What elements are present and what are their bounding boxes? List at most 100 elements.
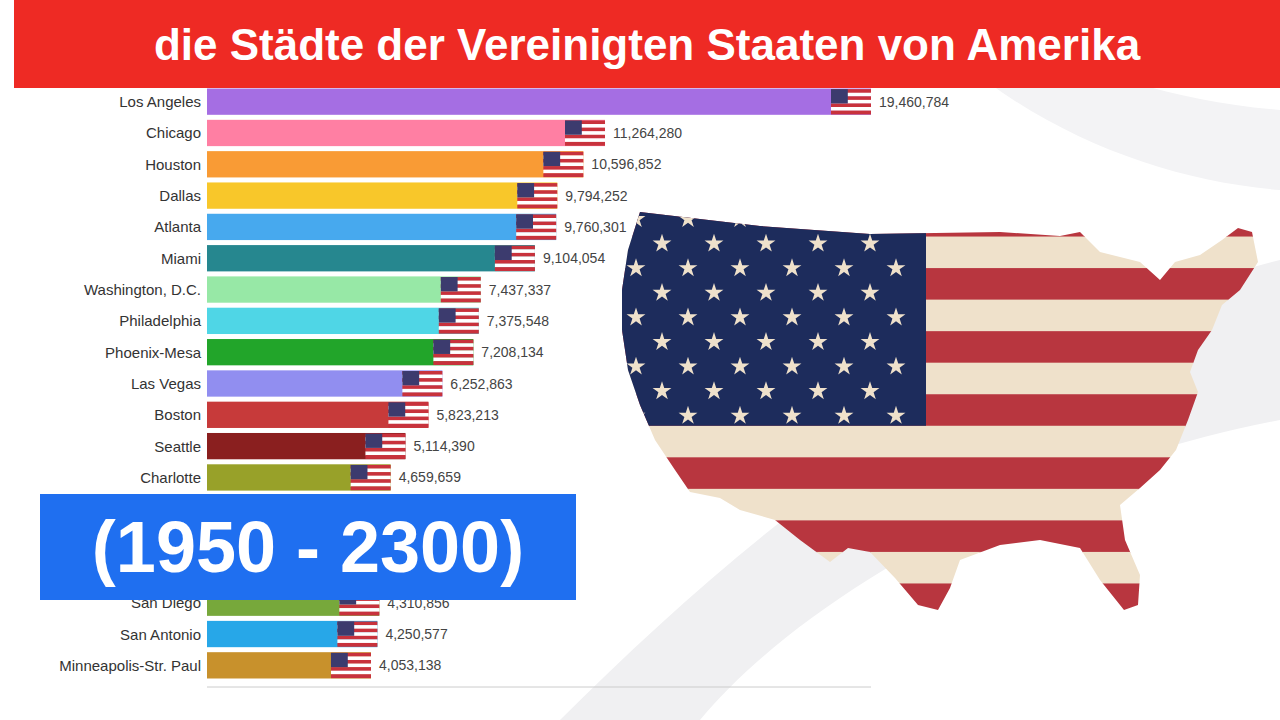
map-star xyxy=(731,307,750,325)
category-label: Las Vegas xyxy=(131,375,201,392)
flag-icon xyxy=(439,308,479,333)
data-label: 7,437,337 xyxy=(489,282,551,298)
flag-stripe xyxy=(365,455,405,459)
map-star xyxy=(783,307,802,325)
data-label: 9,104,054 xyxy=(543,250,605,266)
map-star xyxy=(887,209,906,227)
flag-stripe xyxy=(433,358,473,362)
category-label: Charlotte xyxy=(140,469,201,486)
flag-stripe xyxy=(565,135,605,139)
bar xyxy=(207,120,605,146)
flag-stripe xyxy=(433,354,473,358)
map-star xyxy=(835,258,854,276)
flag-icon xyxy=(441,277,481,302)
category-label: Washington, D.C. xyxy=(84,281,201,298)
flag-stripe xyxy=(402,385,442,389)
flag-stripe xyxy=(388,417,428,421)
flag-stripe xyxy=(495,267,535,271)
bar xyxy=(207,89,871,115)
bar xyxy=(207,621,377,647)
flag-stripe xyxy=(565,138,605,142)
flag-canton xyxy=(365,434,382,448)
flag-icon xyxy=(565,120,605,145)
flag-stripe xyxy=(517,205,557,209)
map-stripe xyxy=(610,426,1270,458)
map-star xyxy=(757,381,776,399)
map-stripe xyxy=(610,520,1270,552)
bar xyxy=(207,402,428,428)
map-stripe xyxy=(610,457,1270,489)
map-star xyxy=(705,332,724,350)
map-star xyxy=(835,406,854,424)
bar xyxy=(207,151,583,177)
category-label: Miami xyxy=(161,250,201,267)
data-label: 10,596,852 xyxy=(591,156,661,172)
map-star xyxy=(627,406,646,424)
flag-stripe xyxy=(565,142,605,146)
annotation: (1950 - 2300) xyxy=(92,507,524,587)
flag-canton xyxy=(441,277,458,291)
flag-stripe xyxy=(517,201,557,205)
data-label: 6,252,863 xyxy=(450,376,512,392)
flag-stripe xyxy=(388,424,428,428)
flag-stripe xyxy=(365,448,405,452)
data-label: 11,264,280 xyxy=(613,125,682,141)
flag-icon xyxy=(517,183,557,208)
map-star xyxy=(679,406,698,424)
flag-stripe xyxy=(495,264,535,268)
flag-canton xyxy=(331,653,348,667)
bar xyxy=(207,652,371,678)
map-star xyxy=(861,381,880,399)
map-star xyxy=(627,357,646,375)
flag-stripe xyxy=(402,389,442,393)
map-star xyxy=(705,283,724,301)
map-stripe xyxy=(610,552,1270,584)
data-label: 5,823,213 xyxy=(436,407,498,423)
background-fill xyxy=(0,0,1280,720)
map-star xyxy=(653,283,672,301)
map-star xyxy=(809,234,828,252)
bar xyxy=(207,182,557,208)
flag-canton xyxy=(433,340,450,354)
axis-line xyxy=(207,687,871,688)
map-stripe xyxy=(610,489,1270,521)
data-label: 7,375,548 xyxy=(487,313,549,329)
map-star xyxy=(861,332,880,350)
flag-stripe xyxy=(351,479,391,483)
flag-canton xyxy=(517,183,534,197)
flag-icon xyxy=(337,622,377,647)
data-label: 7,208,134 xyxy=(481,344,543,360)
map-star xyxy=(731,258,750,276)
flag-icon xyxy=(433,340,473,365)
flag-stripe xyxy=(351,486,391,490)
map-star xyxy=(809,283,828,301)
flag-icon xyxy=(495,246,535,271)
map-star xyxy=(679,357,698,375)
category-label: Dallas xyxy=(159,187,201,204)
category-label: Boston xyxy=(154,406,201,423)
flag-stripe xyxy=(339,612,379,616)
title: die Städte der Vereinigten Staaten von A… xyxy=(154,20,1141,69)
flag-stripe xyxy=(831,107,871,111)
data-label: 19,460,784 xyxy=(879,94,949,110)
map-star xyxy=(783,357,802,375)
data-label: 4,053,138 xyxy=(379,657,441,673)
map-star xyxy=(887,307,906,325)
bar xyxy=(207,339,473,365)
annotation-box: (1950 - 2300) xyxy=(40,494,576,600)
data-label: 9,794,252 xyxy=(565,188,627,204)
map-star xyxy=(887,258,906,276)
flag-icon xyxy=(831,89,871,114)
flag-stripe xyxy=(439,326,479,330)
data-label: 4,659,659 xyxy=(399,469,461,485)
category-label: San Antonio xyxy=(120,626,201,643)
category-label: Chicago xyxy=(146,124,201,141)
flag-stripe xyxy=(402,392,442,396)
flag-stripe xyxy=(337,636,377,640)
flag-stripe xyxy=(543,170,583,174)
bar xyxy=(207,214,556,240)
flag-stripe xyxy=(339,608,379,612)
category-label: Houston xyxy=(145,156,201,173)
map-star xyxy=(679,258,698,276)
map-star xyxy=(887,357,906,375)
